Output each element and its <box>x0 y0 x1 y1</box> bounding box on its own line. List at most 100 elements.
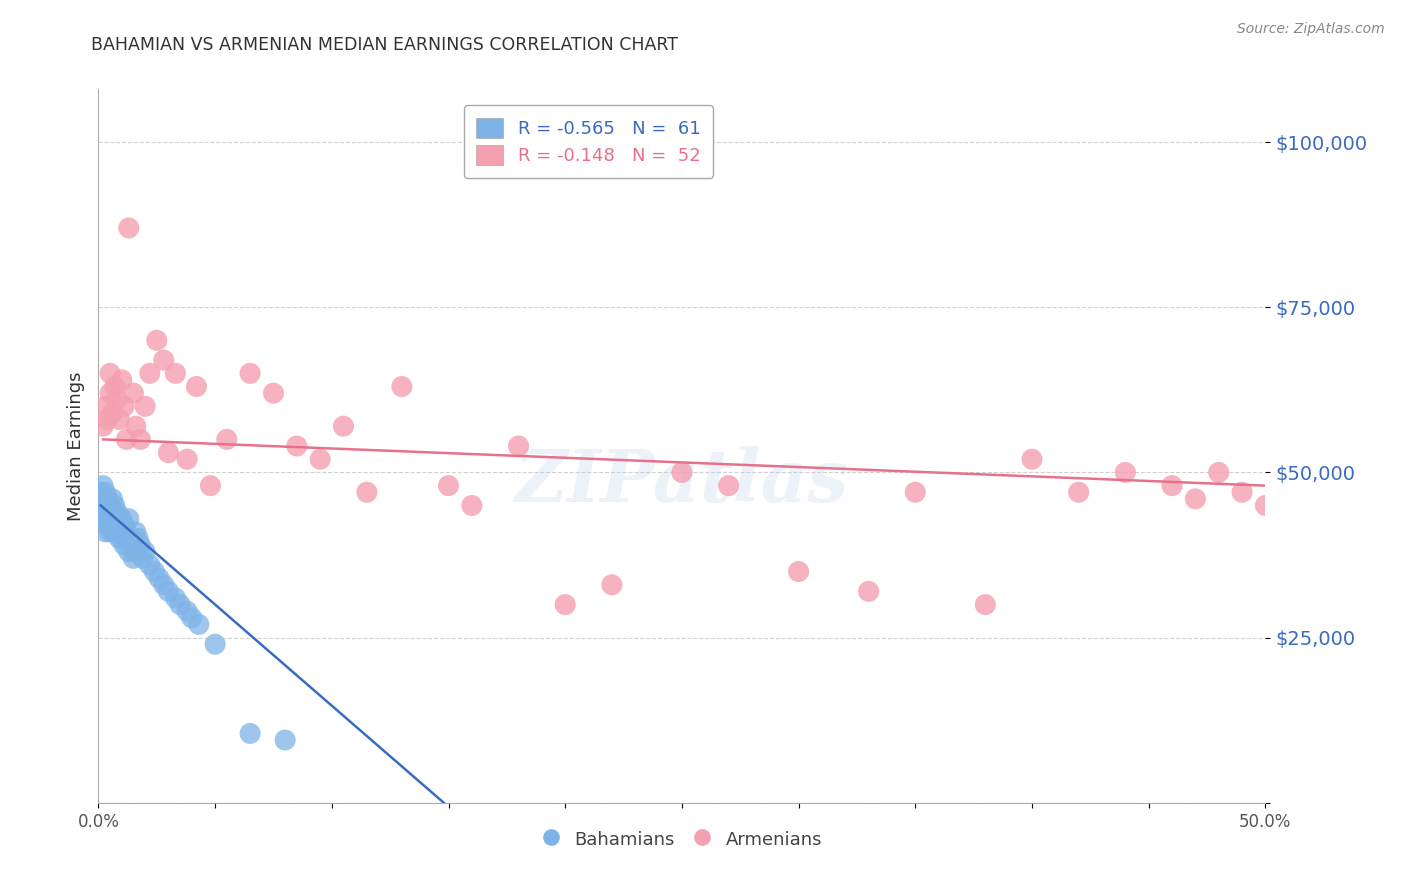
Point <box>108 511 131 525</box>
Text: ZIPatlas: ZIPatlas <box>515 446 849 517</box>
Point <box>332 419 354 434</box>
Point <box>152 578 174 592</box>
Point <box>239 726 262 740</box>
Point <box>508 439 530 453</box>
Point <box>94 499 117 513</box>
Point <box>1114 466 1136 480</box>
Text: Source: ZipAtlas.com: Source: ZipAtlas.com <box>1237 22 1385 37</box>
Point <box>129 538 152 552</box>
Point <box>356 485 378 500</box>
Point <box>1021 452 1043 467</box>
Point <box>98 367 121 381</box>
Point <box>98 518 121 533</box>
Point <box>91 419 114 434</box>
Point <box>118 545 141 559</box>
Point <box>101 406 124 420</box>
Point <box>129 433 152 447</box>
Point <box>127 532 149 546</box>
Point <box>600 578 623 592</box>
Point <box>1067 485 1090 500</box>
Point <box>717 478 740 492</box>
Point <box>165 367 187 381</box>
Point <box>200 478 222 492</box>
Point <box>122 386 145 401</box>
Point <box>139 367 162 381</box>
Point <box>94 400 117 414</box>
Point <box>111 373 134 387</box>
Point <box>120 532 142 546</box>
Point <box>132 551 155 566</box>
Point <box>169 598 191 612</box>
Point <box>104 511 127 525</box>
Point <box>105 524 128 539</box>
Point <box>239 367 262 381</box>
Point <box>122 551 145 566</box>
Point <box>101 518 124 533</box>
Point <box>176 452 198 467</box>
Point <box>108 412 131 426</box>
Point <box>91 478 114 492</box>
Point <box>111 524 134 539</box>
Point <box>118 511 141 525</box>
Point <box>90 485 112 500</box>
Point <box>125 524 148 539</box>
Point <box>115 433 138 447</box>
Point <box>104 379 127 393</box>
Point <box>122 538 145 552</box>
Point <box>1208 466 1230 480</box>
Point <box>101 491 124 506</box>
Point <box>94 485 117 500</box>
Point <box>180 611 202 625</box>
Point <box>97 511 120 525</box>
Point <box>787 565 810 579</box>
Point <box>1161 478 1184 492</box>
Point <box>91 511 114 525</box>
Point <box>111 532 134 546</box>
Point <box>98 499 121 513</box>
Point <box>391 379 413 393</box>
Point <box>671 466 693 480</box>
Point <box>176 604 198 618</box>
Point <box>98 505 121 519</box>
Point <box>134 400 156 414</box>
Point <box>118 221 141 235</box>
Point <box>112 538 135 552</box>
Point <box>105 392 128 407</box>
Point <box>97 412 120 426</box>
Point <box>115 524 138 539</box>
Point <box>152 353 174 368</box>
Point <box>309 452 332 467</box>
Point <box>461 499 484 513</box>
Point <box>90 505 112 519</box>
Text: BAHAMIAN VS ARMENIAN MEDIAN EARNINGS CORRELATION CHART: BAHAMIAN VS ARMENIAN MEDIAN EARNINGS COR… <box>91 36 678 54</box>
Point <box>974 598 997 612</box>
Point <box>165 591 187 605</box>
Point <box>157 584 180 599</box>
Point <box>104 524 127 539</box>
Point <box>108 532 131 546</box>
Point <box>146 333 169 347</box>
Legend: Bahamians, Armenians: Bahamians, Armenians <box>533 821 831 858</box>
Point <box>104 499 127 513</box>
Point <box>94 524 117 539</box>
Point <box>1184 491 1206 506</box>
Point <box>97 491 120 506</box>
Point <box>187 617 209 632</box>
Point <box>143 565 166 579</box>
Point <box>157 445 180 459</box>
Point <box>112 518 135 533</box>
Point <box>148 571 170 585</box>
Point <box>858 584 880 599</box>
Point <box>554 598 576 612</box>
Point <box>134 545 156 559</box>
Point <box>94 511 117 525</box>
Point <box>262 386 284 401</box>
Point <box>98 386 121 401</box>
Point <box>437 478 460 492</box>
Point <box>1254 499 1277 513</box>
Point <box>904 485 927 500</box>
Point <box>97 518 120 533</box>
Point <box>108 518 131 533</box>
Point <box>101 505 124 519</box>
Point <box>91 491 114 506</box>
